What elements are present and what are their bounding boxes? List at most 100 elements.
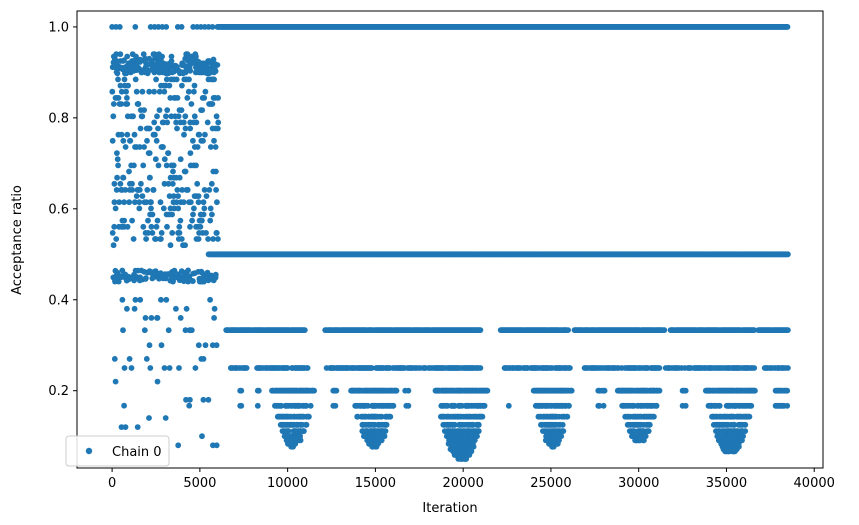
- scatter-point: [184, 95, 191, 101]
- scatter-point: [185, 88, 192, 95]
- scatter-point: [125, 82, 131, 89]
- scatter-point: [122, 187, 129, 193]
- scatter-point: [477, 365, 484, 371]
- scatter-point: [143, 236, 150, 242]
- scatter-point: [193, 53, 199, 60]
- scatter-point: [122, 424, 129, 430]
- scatter-point: [199, 433, 205, 440]
- scatter-point: [176, 174, 183, 181]
- scatter-point: [405, 402, 412, 409]
- scatter-point: [192, 365, 199, 371]
- scatter-point: [564, 413, 571, 420]
- scatter-point: [188, 327, 195, 334]
- scatter-point: [191, 82, 198, 89]
- scatter-point: [211, 315, 218, 321]
- scatter-point: [568, 387, 575, 394]
- scatter-point: [656, 387, 663, 394]
- scatter-point: [210, 56, 217, 63]
- scatter-point: [748, 402, 755, 409]
- scatter-point: [136, 144, 143, 150]
- scatter-point: [118, 131, 125, 138]
- scatter-point: [167, 242, 174, 249]
- scatter-point: [213, 113, 220, 120]
- scatter-point: [164, 119, 171, 126]
- scatter-point: [187, 67, 194, 74]
- scatter-point: [243, 365, 250, 371]
- scatter-point: [135, 101, 142, 107]
- scatter-point: [163, 162, 170, 169]
- scatter-point: [163, 76, 170, 83]
- scatter-point: [646, 421, 653, 428]
- scatter-point: [140, 223, 147, 230]
- scatter-point: [117, 180, 124, 187]
- scatter-point: [136, 205, 143, 212]
- y-tick-label: 0.6: [48, 202, 69, 217]
- scatter-point: [254, 402, 261, 409]
- x-tick-label: 20000: [442, 476, 483, 491]
- scatter-point: [151, 119, 158, 126]
- scatter-point: [143, 356, 150, 362]
- scatter-point: [311, 387, 317, 394]
- scatter-point: [141, 107, 148, 113]
- scatter-point: [784, 402, 791, 409]
- scatter-point: [381, 433, 388, 440]
- scatter-point: [189, 217, 196, 224]
- scatter-point: [149, 230, 156, 236]
- scatter-point: [179, 187, 186, 193]
- x-axis-label: Iteration: [422, 501, 477, 516]
- scatter-point: [211, 305, 218, 312]
- scatter-point: [118, 88, 125, 95]
- scatter-point: [158, 230, 165, 236]
- scatter-point: [203, 230, 209, 236]
- scatter-point: [197, 223, 204, 230]
- scatter-point: [133, 193, 140, 200]
- scatter-point: [653, 402, 660, 409]
- scatter-point: [187, 150, 194, 157]
- scatter-point: [164, 107, 171, 113]
- scatter-point: [110, 242, 117, 249]
- scatter-point: [129, 180, 135, 187]
- scatter-point: [186, 402, 193, 409]
- y-tick-label: 1.0: [48, 20, 69, 35]
- scatter-point: [191, 113, 198, 120]
- scatter-point: [238, 402, 245, 409]
- x-tick-label: 40000: [794, 476, 835, 491]
- scatter-point: [126, 137, 133, 144]
- scatter-point: [166, 193, 173, 200]
- scatter-point: [114, 150, 120, 157]
- scatter-point: [131, 131, 138, 138]
- scatter-point: [383, 421, 390, 428]
- scatter-point: [122, 144, 129, 150]
- scatter-point: [560, 428, 567, 434]
- scatter-point: [146, 415, 152, 421]
- scatter-point: [200, 396, 207, 403]
- scatter-point: [200, 211, 207, 218]
- scatter-point: [176, 223, 183, 230]
- scatter-point: [147, 174, 153, 181]
- scatter-point: [215, 236, 221, 242]
- scatter-point: [180, 199, 187, 206]
- x-tick-label: 15000: [355, 476, 396, 491]
- scatter-point: [206, 187, 213, 193]
- x-tick-label: 35000: [706, 476, 747, 491]
- scatter-point: [143, 199, 150, 206]
- scatter-point: [601, 387, 608, 394]
- scatter-point: [112, 205, 119, 212]
- scatter-point: [120, 137, 127, 144]
- scatter-point: [170, 168, 176, 175]
- scatter-point: [736, 443, 742, 450]
- scatter-point: [121, 217, 128, 224]
- scatter-point: [158, 296, 164, 303]
- scatter-point: [116, 199, 123, 206]
- scatter-point: [111, 199, 118, 206]
- scatter-point: [208, 180, 215, 187]
- scatter-point: [215, 119, 222, 126]
- scatter-point: [148, 223, 155, 230]
- scatter-point: [170, 278, 176, 285]
- scatter-point: [213, 342, 220, 349]
- scatter-point: [161, 156, 168, 163]
- scatter-point: [158, 342, 165, 349]
- scatter-point: [188, 101, 195, 107]
- scatter-point: [114, 70, 121, 77]
- scatter-point: [139, 88, 146, 95]
